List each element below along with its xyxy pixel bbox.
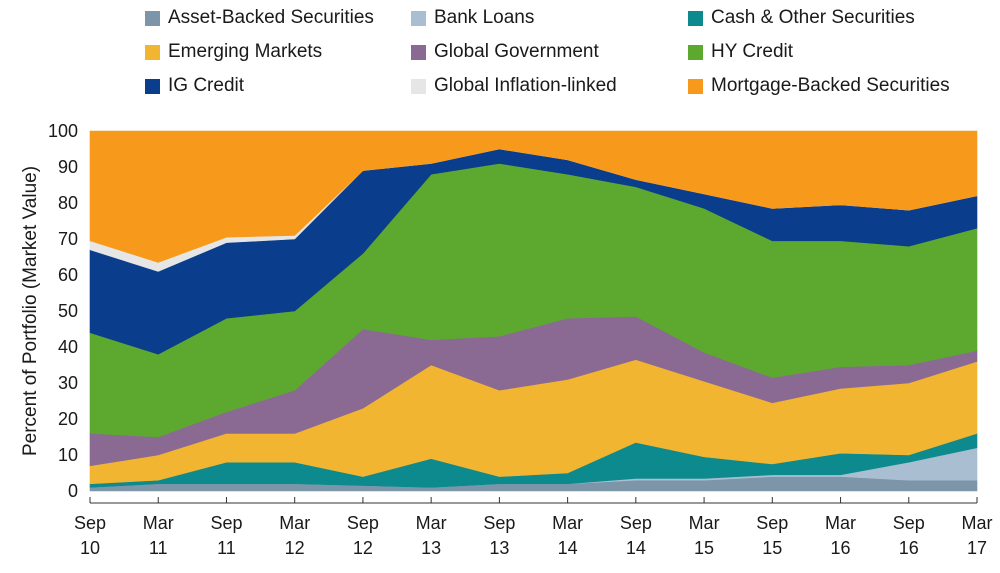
legend-item-mortgage-backed-securities: Mortgage-Backed Securities xyxy=(688,75,950,97)
x-tick-label-year: 14 xyxy=(558,538,578,558)
y-tick-label: 90 xyxy=(58,157,78,177)
y-tick-label: 20 xyxy=(58,409,78,429)
x-tick-label-year: 13 xyxy=(421,538,441,558)
legend-swatch xyxy=(145,10,160,26)
legend-label: Global Government xyxy=(434,41,599,62)
x-tick-label-year: 12 xyxy=(353,538,373,558)
legend-label: HY Credit xyxy=(711,41,794,62)
legend-label: Cash & Other Securities xyxy=(711,7,915,28)
x-tick-label-year: 17 xyxy=(967,538,987,558)
legend-swatch xyxy=(688,44,703,60)
x-tick-label-month: Sep xyxy=(756,513,788,533)
x-tick-label-month: Sep xyxy=(347,513,379,533)
legend-swatch xyxy=(411,10,426,26)
x-tick-label-month: Sep xyxy=(893,513,925,533)
y-tick-label: 50 xyxy=(58,301,78,321)
legend-swatch xyxy=(145,78,160,94)
x-tick-label-month: Sep xyxy=(620,513,652,533)
y-tick-label: 30 xyxy=(58,373,78,393)
legend-swatch xyxy=(688,78,703,94)
x-tick-label-month: Sep xyxy=(483,513,515,533)
x-tick-label-year: 16 xyxy=(831,538,851,558)
x-tick-label-month: Sep xyxy=(74,513,106,533)
x-tick-label-year: 12 xyxy=(285,538,305,558)
legend-swatch xyxy=(411,78,426,94)
y-tick-label: 80 xyxy=(58,193,78,213)
x-tick-label-year: 15 xyxy=(762,538,782,558)
chart-legend: Asset-Backed Securities Bank Loans Cash & … xyxy=(0,0,1000,118)
legend-item-asset-backed-securities: Asset-Backed Securities xyxy=(145,7,374,29)
y-tick-label: 0 xyxy=(68,481,78,501)
x-tick-label-year: 15 xyxy=(694,538,714,558)
x-tick-label-year: 11 xyxy=(149,538,168,558)
legend-label: Global Inflation-linked xyxy=(434,75,617,96)
y-tick-label: 40 xyxy=(58,337,78,357)
x-tick-label-month: Mar xyxy=(825,513,856,533)
y-tick-label: 100 xyxy=(48,121,78,141)
legend-swatch xyxy=(145,44,160,60)
y-tick-label: 60 xyxy=(58,265,78,285)
legend-label: Asset-Backed Securities xyxy=(168,7,374,28)
x-tick-label-year: 14 xyxy=(626,538,646,558)
legend-item-emerging-markets: Emerging Markets xyxy=(145,41,322,63)
y-tick-label: 10 xyxy=(58,445,78,465)
x-tick-label-month: Sep xyxy=(210,513,242,533)
legend-item-ig-credit: IG Credit xyxy=(145,75,244,97)
legend-item-cash-and-other-securities: Cash & Other Securities xyxy=(688,7,915,29)
legend-label: IG Credit xyxy=(168,75,245,96)
legend-label: Emerging Markets xyxy=(168,41,323,62)
x-tick-label-month: Mar xyxy=(143,513,174,533)
legend-item-bank-loans: Bank Loans xyxy=(411,7,534,29)
x-tick-label-year: 10 xyxy=(80,538,100,558)
x-tick-label-month: Mar xyxy=(962,513,993,533)
y-axis-title: Percent of Portfolio (Market Value) xyxy=(20,166,41,456)
x-tick-label-year: 13 xyxy=(489,538,509,558)
legend-item-hy-credit: HY Credit xyxy=(688,41,793,63)
y-tick-label: 70 xyxy=(58,229,78,249)
x-tick-label-month: Mar xyxy=(552,513,583,533)
x-tick-label-year: 16 xyxy=(899,538,919,558)
x-tick-label-month: Mar xyxy=(279,513,310,533)
x-tick-label-year: 11 xyxy=(217,538,236,558)
area-mortgage-backed-securities xyxy=(89,130,978,263)
x-tick-label-month: Mar xyxy=(689,513,720,533)
x-tick-label-month: Mar xyxy=(416,513,447,533)
legend-label: Mortgage-Backed Securities xyxy=(711,75,950,96)
legend-item-global-government: Global Government xyxy=(411,41,599,63)
legend-swatch xyxy=(411,44,426,60)
legend-item-global-inflation-linked: Global Inflation-linked xyxy=(411,75,617,97)
legend-label: Bank Loans xyxy=(434,7,535,28)
legend-swatch xyxy=(688,10,703,26)
